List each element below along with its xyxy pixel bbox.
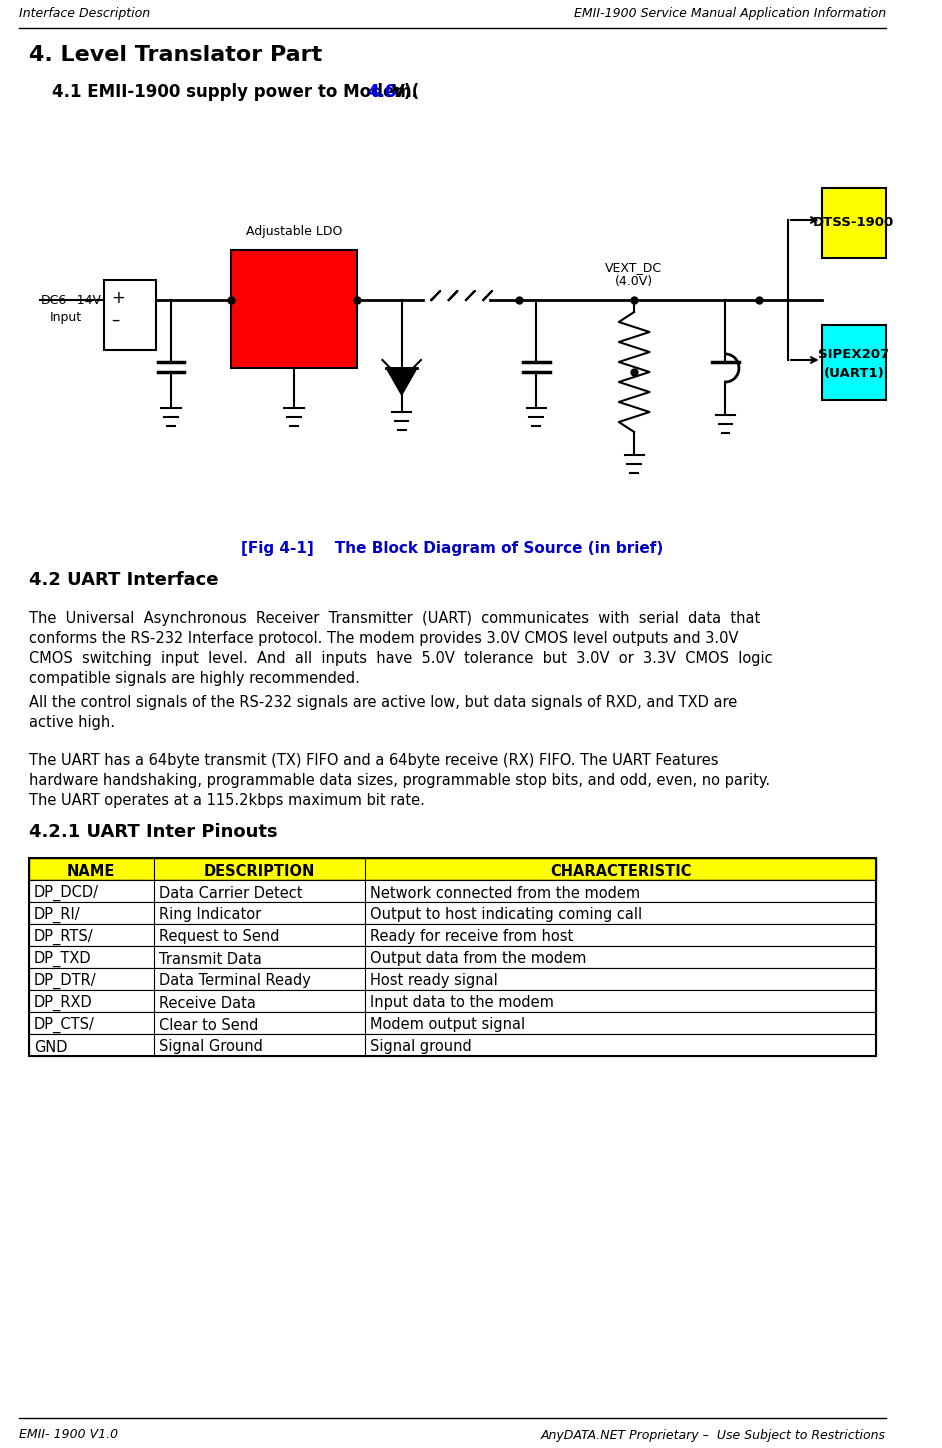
Text: 4.2.1 UART Inter Pinouts: 4.2.1 UART Inter Pinouts <box>29 822 278 841</box>
Bar <box>821 324 886 400</box>
Bar <box>29 880 876 902</box>
Bar <box>29 902 876 924</box>
Bar <box>29 969 876 990</box>
Text: Signal Ground: Signal Ground <box>158 1040 263 1054</box>
Bar <box>29 924 876 946</box>
Bar <box>29 1034 876 1056</box>
Text: The UART has a 64byte transmit (TX) FIFO and a 64byte receive (RX) FIFO. The UAR: The UART has a 64byte transmit (TX) FIFO… <box>29 753 719 767</box>
Text: (4.0V): (4.0V) <box>615 275 653 288</box>
Text: Data Carrier Detect: Data Carrier Detect <box>158 886 302 901</box>
Text: Host ready signal: Host ready signal <box>370 973 497 989</box>
Text: 4. Level Translator Part: 4. Level Translator Part <box>29 45 322 65</box>
Text: Ring Indicator: Ring Indicator <box>158 908 261 922</box>
Text: Signal ground: Signal ground <box>370 1040 472 1054</box>
Text: AnyDATA.NET Proprietary –  Use Subject to Restrictions: AnyDATA.NET Proprietary – Use Subject to… <box>541 1429 886 1442</box>
Text: DP_RXD: DP_RXD <box>34 995 92 1011</box>
Text: CMOS  switching  input  level.  And  all  inputs  have  5.0V  tolerance  but  3.: CMOS switching input level. And all inpu… <box>29 650 772 666</box>
Text: DP_CTS/: DP_CTS/ <box>34 1016 94 1032</box>
Text: SIPEX207: SIPEX207 <box>819 349 889 362</box>
Text: Transmit Data: Transmit Data <box>158 951 262 966</box>
Text: EMII-1900 Service Manual Application Information: EMII-1900 Service Manual Application Inf… <box>574 7 886 20</box>
Text: GND: GND <box>34 1040 67 1054</box>
Bar <box>29 1012 876 1034</box>
Bar <box>29 859 876 1056</box>
Bar <box>29 946 876 969</box>
Text: Output to host indicating coming call: Output to host indicating coming call <box>370 908 642 922</box>
Text: Clear to Send: Clear to Send <box>158 1018 258 1032</box>
Bar <box>821 188 886 258</box>
Text: Output data from the modem: Output data from the modem <box>370 951 586 966</box>
Text: 4.1 EMII-1900 supply power to Modem(: 4.1 EMII-1900 supply power to Modem( <box>29 83 419 101</box>
Text: [Fig 4-1]    The Block Diagram of Source (in brief): [Fig 4-1] The Block Diagram of Source (i… <box>241 540 664 556</box>
Text: DESCRIPTION: DESCRIPTION <box>203 863 316 879</box>
Text: V).: V). <box>392 83 419 101</box>
Text: –: – <box>111 311 120 329</box>
Text: VEXT_DC: VEXT_DC <box>606 262 662 275</box>
Text: Receive Data: Receive Data <box>158 996 255 1011</box>
Text: Adjustable LDO: Adjustable LDO <box>246 226 342 239</box>
Polygon shape <box>386 368 417 395</box>
Bar <box>231 251 357 368</box>
Bar <box>104 279 155 350</box>
Bar <box>29 859 876 880</box>
Text: compatible signals are highly recommended.: compatible signals are highly recommende… <box>29 670 360 685</box>
Text: hardware handshaking, programmable data sizes, programmable stop bits, and odd, : hardware handshaking, programmable data … <box>29 772 770 788</box>
Text: active high.: active high. <box>29 714 115 730</box>
Text: DC6~14V: DC6~14V <box>41 294 102 307</box>
Text: DP_TXD: DP_TXD <box>34 951 91 967</box>
Text: +: + <box>111 290 125 307</box>
Text: The  Universal  Asynchronous  Receiver  Transmitter  (UART)  communicates  with : The Universal Asynchronous Receiver Tran… <box>29 611 760 626</box>
Bar <box>29 990 876 1012</box>
Text: Interface Description: Interface Description <box>19 7 151 20</box>
Text: The UART operates at a 115.2kbps maximum bit rate.: The UART operates at a 115.2kbps maximum… <box>29 792 425 808</box>
Text: NAME: NAME <box>67 863 116 879</box>
Text: Data Terminal Ready: Data Terminal Ready <box>158 973 311 989</box>
Text: EMII- 1900 V1.0: EMII- 1900 V1.0 <box>19 1429 119 1442</box>
Text: 4.0: 4.0 <box>367 83 397 101</box>
Text: DTSS-1900: DTSS-1900 <box>813 217 894 229</box>
Text: CHARACTERISTIC: CHARACTERISTIC <box>550 863 691 879</box>
Text: Input data to the modem: Input data to the modem <box>370 996 554 1011</box>
Text: DP_RI/: DP_RI/ <box>34 906 80 924</box>
Text: (UART1): (UART1) <box>823 366 885 379</box>
Text: conforms the RS-232 Interface protocol. The modem provides 3.0V CMOS level outpu: conforms the RS-232 Interface protocol. … <box>29 630 739 646</box>
Text: Network connected from the modem: Network connected from the modem <box>370 886 640 901</box>
Text: All the control signals of the RS-232 signals are active low, but data signals o: All the control signals of the RS-232 si… <box>29 695 737 710</box>
Text: Input: Input <box>50 310 82 323</box>
Text: DP_DTR/: DP_DTR/ <box>34 973 96 989</box>
Text: Ready for receive from host: Ready for receive from host <box>370 930 573 944</box>
Text: DP_DCD/: DP_DCD/ <box>34 885 99 901</box>
Text: DP_RTS/: DP_RTS/ <box>34 930 93 946</box>
Text: 4.2 UART Interface: 4.2 UART Interface <box>29 571 219 589</box>
Text: Request to Send: Request to Send <box>158 930 279 944</box>
Text: Modem output signal: Modem output signal <box>370 1018 525 1032</box>
